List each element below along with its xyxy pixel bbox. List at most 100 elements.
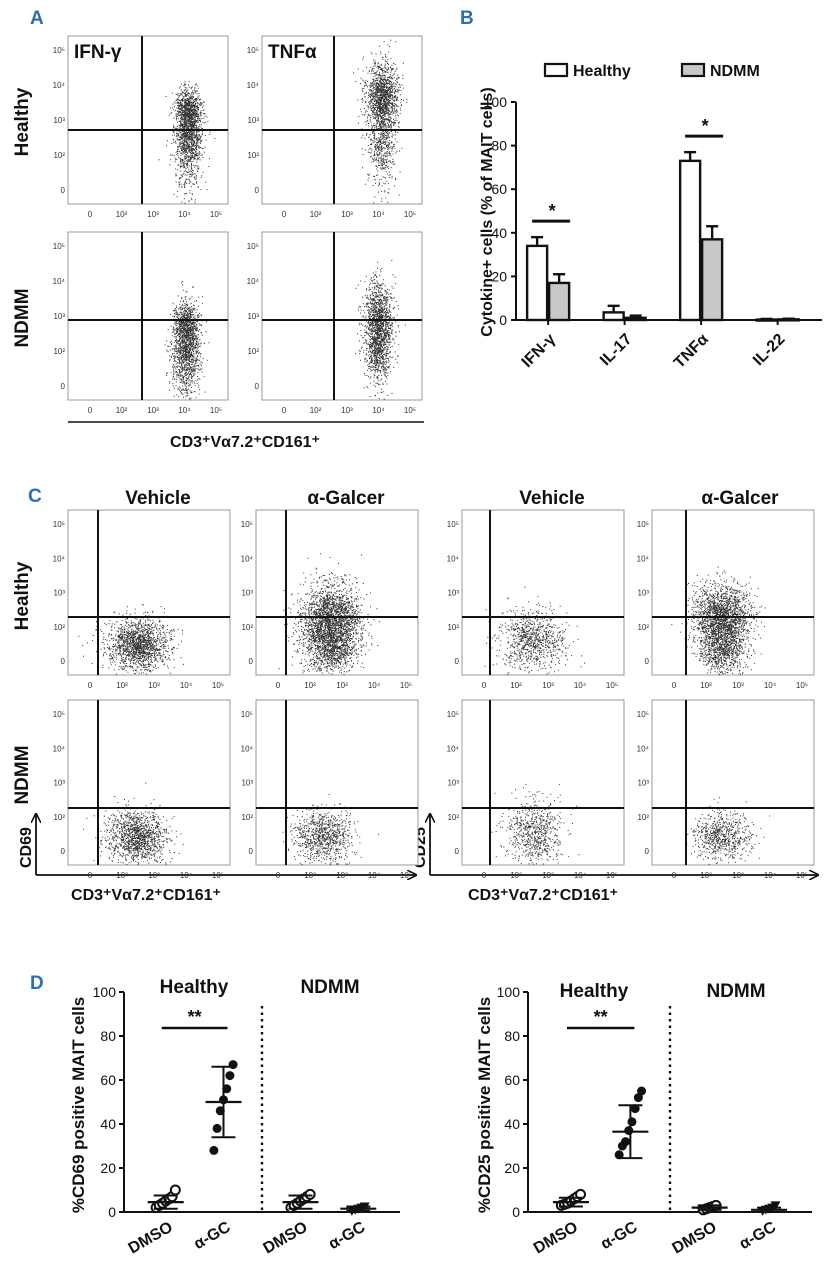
a-plot-ndmm-tnfa-y-tick-4: 0 xyxy=(255,382,260,391)
a-plot-healthy-ifng-x-tick-2: 10³ xyxy=(147,210,159,219)
a-plot-ndmm-tnfa: 10⁵ 10⁴ 10³ 10² 0 0 10² 10³ 10⁴ 10⁵ xyxy=(247,231,423,415)
d-y-tick-label-5: 100 xyxy=(497,984,521,1000)
c-plot-healthy-agalcer-cd25-y-tick-2: 10³ xyxy=(637,589,649,598)
a-plot-ndmm-tnfa-frame xyxy=(261,231,423,401)
c-plot-ndmm-vehicle-cd25: 10⁵ 10⁴ 10³ 10² 0 0 10² 10³ 10⁴ 10⁵ xyxy=(447,699,625,880)
c-col-label-vehicle-2: Vehicle xyxy=(519,488,585,509)
b-x-tick-label-3: IL-22 xyxy=(750,331,788,369)
c-plot-ndmm-agalcer-cd69-y-tick-1: 10⁴ xyxy=(241,744,254,753)
c-plot-healthy-vehicle-cd69-x-tick-1: 10² xyxy=(116,681,128,690)
a-plot-healthy-ifng: 10⁵ 10⁴ 10³ 10² 0 0 10² 10³ 10⁴ 10⁵ xyxy=(53,35,229,219)
a-plot-healthy-tnfa-x-tick-1: 10² xyxy=(310,210,322,219)
c-plot-healthy-agalcer-cd25: 10⁵ 10⁴ 10³ 10² 0 0 10² 10³ 10⁴ 10⁵ xyxy=(637,509,815,690)
d-point-2-6 xyxy=(304,1188,316,1200)
c-plot-ndmm-vehicle-cd69-y-tick-0: 10⁵ xyxy=(53,710,65,719)
d-point-1-0 xyxy=(209,1145,219,1155)
c-plot-ndmm-agalcer-cd25-x-tick-4: 10⁵ xyxy=(796,871,808,880)
d-point-1-5 xyxy=(225,1071,235,1081)
a-plot-healthy-ifng-y-tick-4: 0 xyxy=(61,186,66,195)
a-plot-healthy-ifng-x-tick-4: 10⁵ xyxy=(210,210,222,219)
c-plot-healthy-agalcer-cd25-y-tick-4: 0 xyxy=(645,657,650,666)
c-plot-ndmm-vehicle-cd25-y-tick-1: 10⁴ xyxy=(447,744,460,753)
c-plot-healthy-agalcer-cd25-x-tick-1: 10² xyxy=(700,681,712,690)
c-plot-ndmm-vehicle-cd25-frame xyxy=(461,699,625,866)
panel-d-cd25-chart: %CD25 positive MAIT cells Healthy NDMM 0… xyxy=(475,981,812,1257)
c-col-label-agalcer-2: α-Galcer xyxy=(701,488,779,509)
b-legend: Healthy NDMM xyxy=(543,62,760,80)
panel-label-b: B xyxy=(460,8,474,29)
d-y-tick-label-1: 20 xyxy=(504,1160,520,1176)
b-y-tick-label-4: 80 xyxy=(491,138,507,154)
a-plot-healthy-tnfa-x-tick-0: 0 xyxy=(282,210,287,219)
c-plot-ndmm-agalcer-cd25-y-tick-4: 0 xyxy=(645,847,650,856)
c-plot-healthy-vehicle-cd69: 10⁵ 10⁴ 10³ 10² 0 0 10² 10³ 10⁴ 10⁵ xyxy=(53,509,231,690)
c-plot-healthy-vehicle-cd25-x-tick-3: 10⁴ xyxy=(574,681,587,690)
c-plot-ndmm-vehicle-cd69-y-tick-4: 0 xyxy=(61,847,66,856)
b-sig-star-0: * xyxy=(549,201,556,221)
panel-label-d: D xyxy=(30,973,44,994)
a-col-label-ifng: IFN-γ xyxy=(74,42,122,63)
c-plot-healthy-agalcer-cd69-x-tick-4: 10⁵ xyxy=(400,681,412,690)
d2-y-label: %CD25 positive MAIT cells xyxy=(475,997,494,1213)
a-plot-healthy-ifng-x-tick-1: 10² xyxy=(116,210,128,219)
c-plot-ndmm-agalcer-cd25-x-tick-3: 10⁴ xyxy=(764,871,777,880)
a-plot-ndmm-tnfa-y-tick-3: 10² xyxy=(247,347,259,356)
c-plot-ndmm-agalcer-cd69-y-tick-4: 0 xyxy=(249,847,254,856)
a-plot-ndmm-tnfa-x-tick-4: 10⁵ xyxy=(404,406,416,415)
c-col-label-vehicle-1: Vehicle xyxy=(125,488,191,509)
c-plot-healthy-vehicle-cd25-x-tick-4: 10⁵ xyxy=(606,681,618,690)
c-plot-ndmm-agalcer-cd25-frame xyxy=(651,699,815,866)
a-plot-ndmm-ifng-y-tick-4: 0 xyxy=(61,382,66,391)
c-plot-ndmm-vehicle-cd69: 10⁵ 10⁴ 10³ 10² 0 0 10² 10³ 10⁴ 10⁵ xyxy=(53,699,231,880)
d-y-tick-label-3: 60 xyxy=(504,1072,520,1088)
c-plot-ndmm-vehicle-cd69-events xyxy=(83,782,184,865)
d-sig-star: ** xyxy=(594,1007,608,1027)
c-plot-healthy-agalcer-cd69: 10⁵ 10⁴ 10³ 10² 0 0 10² 10³ 10⁴ 10⁵ xyxy=(241,509,419,690)
a-plot-ndmm-tnfa-y-tick-1: 10⁴ xyxy=(247,277,260,286)
a-plot-healthy-ifng-x-tick-0: 0 xyxy=(88,210,93,219)
c-plot-healthy-vehicle-cd25-x-tick-0: 0 xyxy=(482,681,487,690)
c-plot-healthy-agalcer-cd69-frame xyxy=(255,509,419,676)
b-bar-healthy-1 xyxy=(602,311,625,322)
c-plot-ndmm-agalcer-cd69-x-tick-3: 10⁴ xyxy=(368,871,381,880)
c-plot-ndmm-vehicle-cd25-x-tick-1: 10² xyxy=(510,871,522,880)
c-plot-healthy-vehicle-cd69-y-tick-4: 0 xyxy=(61,657,66,666)
c-plot-healthy-agalcer-cd69-y-tick-0: 10⁵ xyxy=(241,520,253,529)
c-plot-healthy-vehicle-cd25: 10⁵ 10⁴ 10³ 10² 0 0 10² 10³ 10⁴ 10⁵ xyxy=(447,509,625,690)
d-x-tick-label-3: α-GC xyxy=(326,1219,369,1254)
d-point-1-2 xyxy=(621,1137,631,1147)
panel-a: Healthy NDMM CD3⁺Vα7.2⁺CD161⁺ 10⁵10⁴10³1… xyxy=(12,35,424,451)
legend-swatch-healthy xyxy=(543,62,569,78)
b-x-tick-label-0: IFN-γ xyxy=(519,331,559,371)
c-plot-healthy-agalcer-cd25-x-tick-4: 10⁵ xyxy=(796,681,808,690)
c-plot-ndmm-agalcer-cd25-y-tick-3: 10² xyxy=(637,813,649,822)
c-plot-ndmm-agalcer-cd69-y-tick-2: 10³ xyxy=(241,779,253,788)
c-plot-ndmm-agalcer-cd25-y-tick-2: 10³ xyxy=(637,779,649,788)
b-y-tick-label-5: 100 xyxy=(484,94,508,110)
c-plot-ndmm-agalcer-cd69-events xyxy=(282,794,380,865)
c-plot-healthy-agalcer-cd25-x-tick-2: 10³ xyxy=(732,681,744,690)
d-y-tick-label-2: 40 xyxy=(504,1116,520,1132)
c-col-label-agalcer-1: α-Galcer xyxy=(307,488,385,509)
a-plot-ndmm-tnfa-events xyxy=(355,260,406,400)
c-plot-healthy-agalcer-cd69-x-tick-3: 10⁴ xyxy=(368,681,381,690)
c-plot-ndmm-agalcer-cd69-x-tick-2: 10³ xyxy=(336,871,348,880)
c-plot-ndmm-agalcer-cd69-frame xyxy=(255,699,419,866)
d-y-tick-label-4: 80 xyxy=(100,1028,116,1044)
a-plot-ndmm-ifng-x-tick-2: 10³ xyxy=(147,406,159,415)
c-plot-ndmm-vehicle-cd69-x-tick-0: 0 xyxy=(88,871,93,880)
c-plot-ndmm-vehicle-cd25-x-tick-0: 0 xyxy=(482,871,487,880)
c-plot-ndmm-vehicle-cd25-x-tick-4: 10⁵ xyxy=(606,871,618,880)
c-plot-ndmm-agalcer-cd25-x-tick-0: 0 xyxy=(672,871,677,880)
a-plot-healthy-tnfa-y-tick-2: 10³ xyxy=(247,116,259,125)
b-bar-healthy-0 xyxy=(525,244,549,322)
c-plot-healthy-agalcer-cd25-x-tick-0: 0 xyxy=(672,681,677,690)
d-x-tick-label-2: DMSO xyxy=(260,1219,310,1258)
c-plot-ndmm-vehicle-cd25-y-tick-2: 10³ xyxy=(447,779,459,788)
d-point-0-6 xyxy=(575,1188,587,1200)
d-x-tick-label-1: α-GC xyxy=(191,1219,234,1254)
c-plot-healthy-vehicle-cd69-x-tick-0: 0 xyxy=(88,681,93,690)
panel-c: Vehicle α-Galcer Vehicle α-Galcer Health… xyxy=(12,488,818,904)
c-plot-healthy-agalcer-cd69-y-tick-1: 10⁴ xyxy=(241,554,254,563)
row-label-ndmm: NDMM xyxy=(12,288,33,347)
